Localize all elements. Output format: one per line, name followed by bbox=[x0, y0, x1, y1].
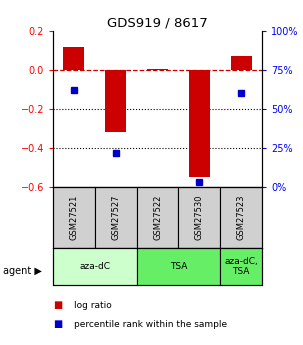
Bar bbox=[220, 248, 262, 285]
Bar bbox=[137, 248, 220, 285]
Text: TSA: TSA bbox=[170, 262, 187, 271]
Text: GSM27521: GSM27521 bbox=[69, 195, 78, 240]
Text: agent ▶: agent ▶ bbox=[3, 266, 42, 276]
Text: GSM27530: GSM27530 bbox=[195, 195, 204, 240]
Bar bbox=[178, 187, 220, 248]
Bar bbox=[137, 187, 178, 248]
Bar bbox=[63, 47, 84, 70]
Text: GSM27522: GSM27522 bbox=[153, 195, 162, 240]
Text: ■: ■ bbox=[53, 300, 62, 310]
Title: GDS919 / 8617: GDS919 / 8617 bbox=[107, 17, 208, 30]
Bar bbox=[231, 57, 251, 70]
Text: aza-dC: aza-dC bbox=[79, 262, 110, 271]
Bar bbox=[53, 248, 137, 285]
Bar bbox=[53, 187, 95, 248]
Text: percentile rank within the sample: percentile rank within the sample bbox=[74, 320, 227, 329]
Text: GSM27527: GSM27527 bbox=[111, 195, 120, 240]
Text: log ratio: log ratio bbox=[74, 301, 112, 310]
Bar bbox=[189, 70, 210, 177]
Text: GSM27523: GSM27523 bbox=[237, 195, 246, 240]
Text: aza-dC,
TSA: aza-dC, TSA bbox=[224, 257, 258, 276]
Bar bbox=[147, 69, 168, 70]
Text: ■: ■ bbox=[53, 319, 62, 329]
Bar bbox=[105, 70, 126, 132]
Bar bbox=[220, 187, 262, 248]
Bar bbox=[95, 187, 137, 248]
